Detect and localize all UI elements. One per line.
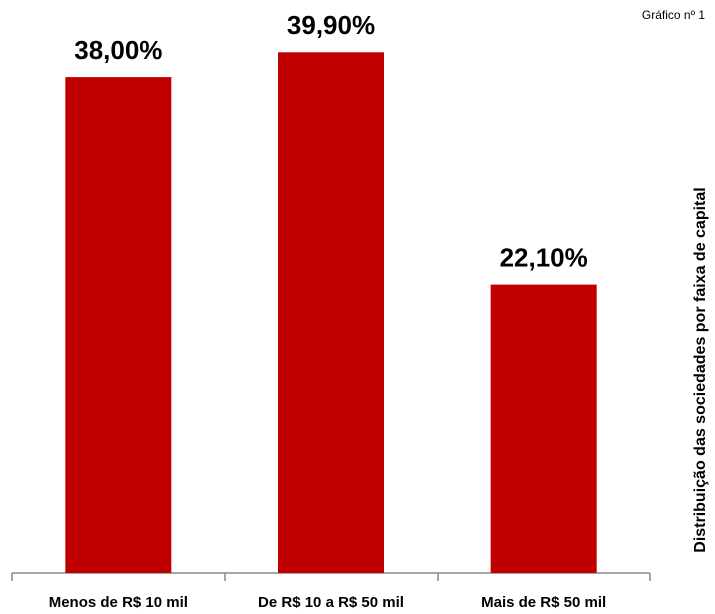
chart-note: Gráfico nº 1 — [642, 8, 705, 22]
data-label: 38,00% — [74, 35, 162, 65]
data-label: 22,10% — [500, 242, 588, 272]
x-tick-label: De R$ 10 a R$ 50 mil — [258, 594, 404, 611]
data-label: 39,90% — [287, 10, 375, 40]
bar — [65, 77, 172, 573]
chart-title: Distribuição das sociedades por faixa de… — [692, 187, 709, 552]
bar — [278, 52, 384, 574]
bar — [490, 284, 597, 573]
x-tick-label: Menos de R$ 10 mil — [49, 594, 188, 611]
x-tick-label: Mais de R$ 50 mil — [481, 594, 606, 611]
